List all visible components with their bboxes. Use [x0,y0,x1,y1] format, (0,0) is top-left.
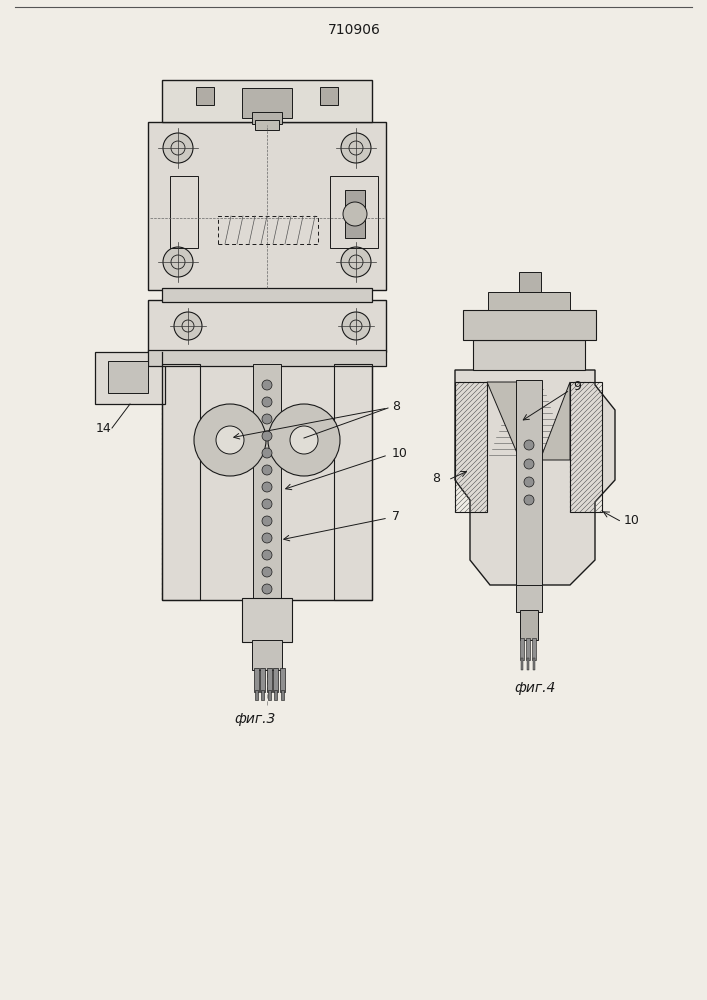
Bar [520,638,524,660]
Text: фиг.4: фиг.4 [514,681,556,695]
Circle shape [262,380,272,390]
Bar [570,382,602,512]
Circle shape [342,312,370,340]
Bar [148,350,386,366]
Circle shape [262,550,272,560]
Bar [520,610,538,640]
Circle shape [262,533,272,543]
Bar [242,88,292,118]
Bar [108,361,148,393]
Text: 14: 14 [96,422,112,435]
Circle shape [262,516,272,526]
Circle shape [174,312,202,340]
Circle shape [262,431,272,441]
Bar [261,690,264,700]
Bar [281,690,284,700]
Circle shape [262,397,272,407]
Text: 9: 9 [573,380,581,393]
Bar [488,292,570,310]
Bar [268,690,271,700]
Circle shape [524,459,534,469]
Polygon shape [455,370,615,585]
Bar [320,87,338,105]
Text: 8: 8 [432,472,440,485]
Bar [521,658,523,670]
Bar [532,638,536,660]
Bar [516,582,542,612]
Text: фиг.3: фиг.3 [234,712,276,726]
Text: 710906: 710906 [327,23,380,37]
Circle shape [163,247,193,277]
Bar [330,176,378,248]
Circle shape [341,133,371,163]
Bar [345,190,365,238]
Bar [252,640,282,670]
Bar [527,658,529,670]
Circle shape [262,414,272,424]
Bar [170,176,198,248]
Bar [334,364,372,600]
Circle shape [268,404,340,476]
Bar [162,364,200,600]
Polygon shape [540,382,570,460]
Polygon shape [487,382,520,460]
Bar [516,380,542,585]
Bar [273,668,278,692]
Bar [260,668,265,692]
Text: 7: 7 [392,510,400,523]
Circle shape [216,426,244,454]
Bar [519,272,541,292]
Circle shape [262,584,272,594]
Bar [255,120,279,130]
Bar [162,288,372,302]
Bar [242,598,292,642]
Circle shape [163,133,193,163]
Bar [254,668,259,692]
Bar [274,690,277,700]
Bar [162,364,372,600]
Bar [533,658,535,670]
Circle shape [343,202,367,226]
Bar [148,300,386,352]
Bar [252,112,282,124]
Bar [473,340,585,370]
Bar [148,122,386,290]
Circle shape [262,499,272,509]
Bar [95,352,165,404]
Circle shape [524,495,534,505]
Circle shape [194,404,266,476]
Circle shape [262,567,272,577]
Circle shape [290,426,318,454]
Bar [267,668,272,692]
Bar [463,310,596,340]
Circle shape [341,247,371,277]
Bar [162,80,372,122]
Bar [196,87,214,105]
Text: 10: 10 [624,514,640,527]
Circle shape [524,477,534,487]
Circle shape [262,448,272,458]
Bar [253,364,281,600]
Bar [255,690,258,700]
Circle shape [262,465,272,475]
Circle shape [524,440,534,450]
Circle shape [262,482,272,492]
Text: 10: 10 [392,447,408,460]
Bar [280,668,285,692]
Bar [218,216,318,244]
Text: 8: 8 [392,400,400,413]
Bar [455,382,487,512]
Bar [526,638,530,660]
